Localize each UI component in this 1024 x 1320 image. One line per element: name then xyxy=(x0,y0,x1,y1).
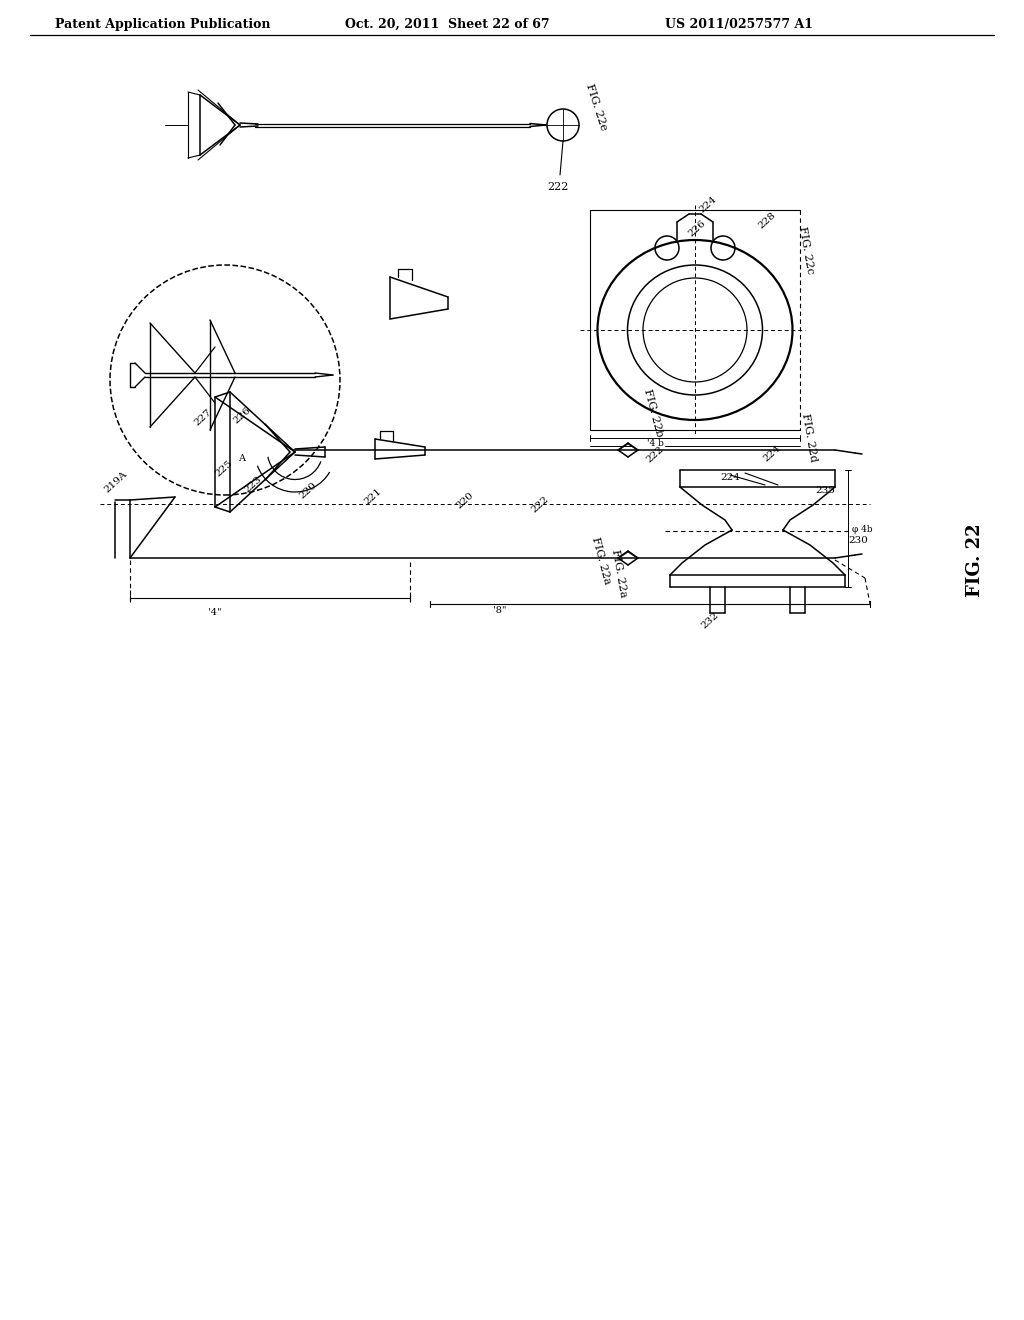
Text: 225: 225 xyxy=(214,458,234,478)
Text: FIG. 22: FIG. 22 xyxy=(966,523,984,597)
Text: φ 4b: φ 4b xyxy=(852,525,872,535)
Text: FIG. 22c: FIG. 22c xyxy=(797,226,815,275)
Text: FIG. 22b: FIG. 22b xyxy=(642,388,665,438)
Text: 222: 222 xyxy=(547,182,568,191)
Text: FIG. 22e: FIG. 22e xyxy=(584,83,608,132)
Text: Oct. 20, 2011  Sheet 22 of 67: Oct. 20, 2011 Sheet 22 of 67 xyxy=(345,18,550,30)
Text: 224: 224 xyxy=(720,473,740,482)
Text: '4": '4" xyxy=(208,609,222,616)
Text: 224: 224 xyxy=(762,444,782,463)
Text: 226: 226 xyxy=(687,218,708,238)
Text: 220: 220 xyxy=(455,490,476,510)
Text: FIG. 22a: FIG. 22a xyxy=(590,536,612,585)
Text: A: A xyxy=(238,454,245,463)
Text: '4 b: '4 b xyxy=(646,440,664,447)
Text: US 2011/0257577 A1: US 2011/0257577 A1 xyxy=(665,18,813,30)
Text: 223: 223 xyxy=(243,474,264,494)
Text: 222: 222 xyxy=(530,494,551,513)
Text: 222: 222 xyxy=(645,444,666,465)
Text: 226: 226 xyxy=(232,405,253,425)
Text: 230: 230 xyxy=(848,536,868,545)
Text: 221: 221 xyxy=(362,486,384,506)
Text: 220: 220 xyxy=(298,480,318,500)
Text: Patent Application Publication: Patent Application Publication xyxy=(55,18,270,30)
Text: FIG. 22a: FIG. 22a xyxy=(610,548,629,598)
Text: 219A: 219A xyxy=(103,469,129,494)
Text: 227: 227 xyxy=(193,407,214,426)
Text: 228: 228 xyxy=(757,210,778,230)
Text: 235: 235 xyxy=(815,486,835,495)
Text: '8": '8" xyxy=(494,606,507,615)
Text: 232: 232 xyxy=(700,610,721,630)
Text: 224: 224 xyxy=(698,194,719,214)
Text: FIG. 22d: FIG. 22d xyxy=(800,413,818,463)
